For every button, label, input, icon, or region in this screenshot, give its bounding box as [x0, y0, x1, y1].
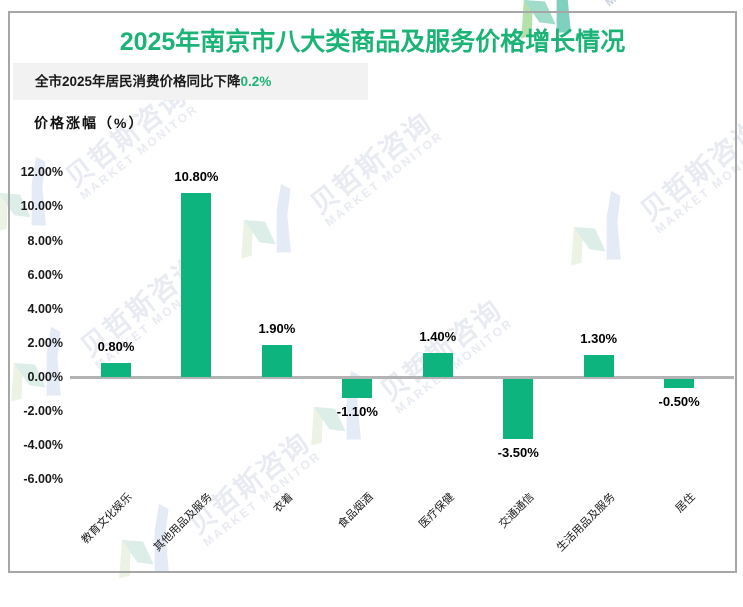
chart-bar [664, 379, 695, 388]
page-title: 2025年南京市八大类商品及服务价格增长情况 [119, 28, 626, 56]
chart-bar [503, 379, 534, 439]
y-tick-label: 6.00% [27, 267, 63, 282]
bar-value-label: 0.80% [97, 339, 135, 355]
x-category-label: 居住 [673, 491, 698, 516]
chart-content: 2025年南京市八大类商品及服务价格增长情况 全市2025年居民消费价格同比下降… [13, 28, 734, 555]
y-tick-label: 4.00% [27, 301, 63, 316]
x-category-label: 食品烟酒 [336, 491, 376, 531]
y-tick-label: 8.00% [27, 233, 63, 248]
x-category-label: 生活用品及服务 [554, 491, 618, 555]
y-tick-label: -6.00% [23, 472, 63, 487]
y-tick-label: 0.00% [27, 370, 63, 384]
chart-bar [342, 379, 373, 398]
subtitle-highlight: 0.2% [240, 74, 272, 89]
chart-bar [583, 354, 614, 377]
bar-value-label: 1.90% [258, 320, 296, 336]
chart-bar [101, 363, 131, 377]
chart-bar [181, 192, 212, 377]
y-tick-label: 12.00% [20, 165, 63, 180]
chart-bar [261, 344, 292, 377]
subtitle-banner: 全市2025年居民消费价格同比下降0.2% [13, 63, 368, 100]
y-axis-title: 价格涨幅（%） [34, 115, 145, 131]
y-tick-label: 10.00% [20, 199, 63, 214]
chart-bar [422, 353, 453, 377]
x-axis-line [70, 376, 734, 379]
y-tick-label: 2.00% [27, 335, 63, 350]
bar-value-label: 10.80% [174, 168, 219, 184]
y-tick-label: -2.00% [23, 404, 63, 419]
x-category-label: 医疗保健 [416, 491, 457, 531]
chart-frame [8, 11, 737, 573]
x-category-label: 交通通信 [497, 491, 537, 531]
bar-value-label: -0.50% [658, 393, 700, 409]
x-category-label: 教育文化娱乐 [79, 491, 135, 547]
bar-value-label: 1.40% [419, 329, 457, 345]
x-category-label: 其他用品及服务 [152, 491, 216, 555]
y-tick-label: -4.00% [23, 438, 63, 453]
bar-value-label: -1.10% [336, 403, 378, 419]
x-category-label: 衣着 [271, 491, 296, 516]
bar-value-label: -3.50% [497, 444, 539, 460]
subtitle-text: 全市2025年居民消费价格同比下降 [35, 74, 241, 89]
bar-value-label: 1.30% [580, 330, 618, 346]
